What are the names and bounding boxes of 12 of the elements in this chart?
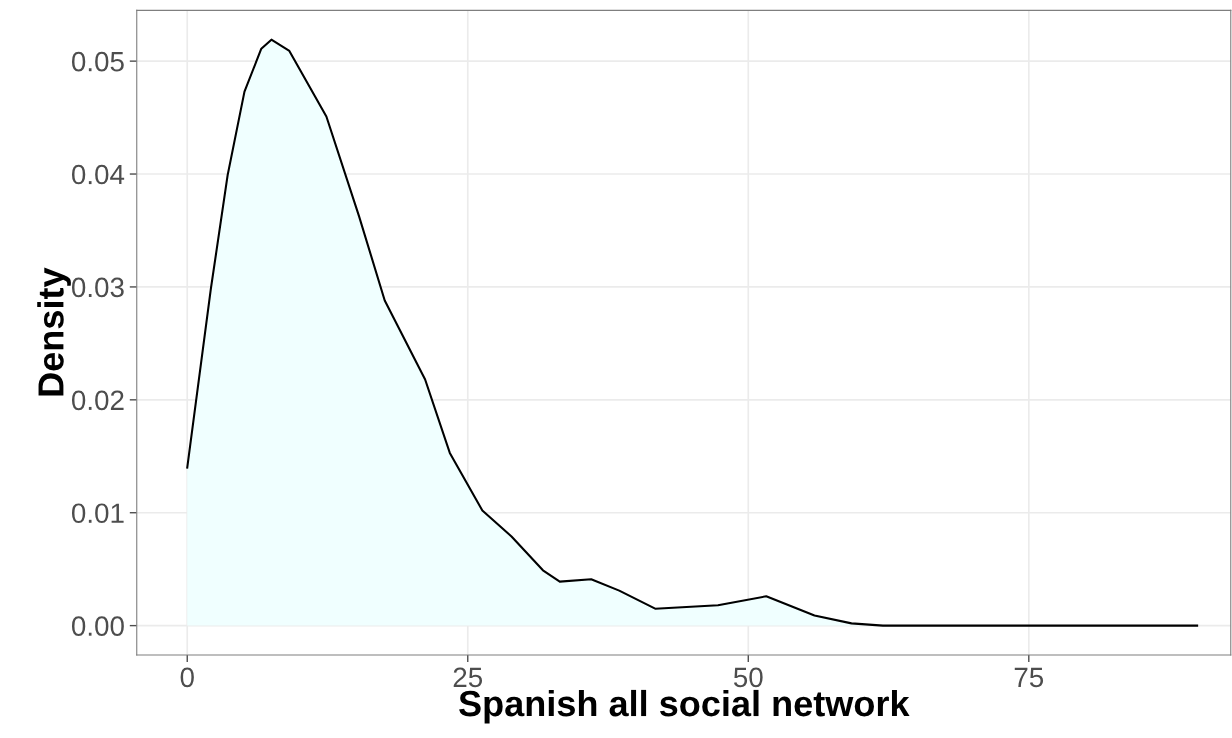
y-tick-label: 0.02 <box>71 390 124 411</box>
y-tick-label: 0.05 <box>71 51 124 72</box>
y-axis-title: Density <box>37 267 71 396</box>
y-tick-label: 0.01 <box>71 503 124 524</box>
x-tick-label: 75 <box>1014 667 1044 688</box>
y-tick-label: 0.03 <box>71 277 124 298</box>
y-tick-label: 0.04 <box>71 164 125 185</box>
x-axis-title: Spanish all social network <box>459 689 910 724</box>
y-tick-label: 0.00 <box>71 616 124 636</box>
x-tick-label: 50 <box>733 667 763 688</box>
x-tick-label: 0 <box>180 667 194 688</box>
x-tick-label: 25 <box>453 667 483 688</box>
